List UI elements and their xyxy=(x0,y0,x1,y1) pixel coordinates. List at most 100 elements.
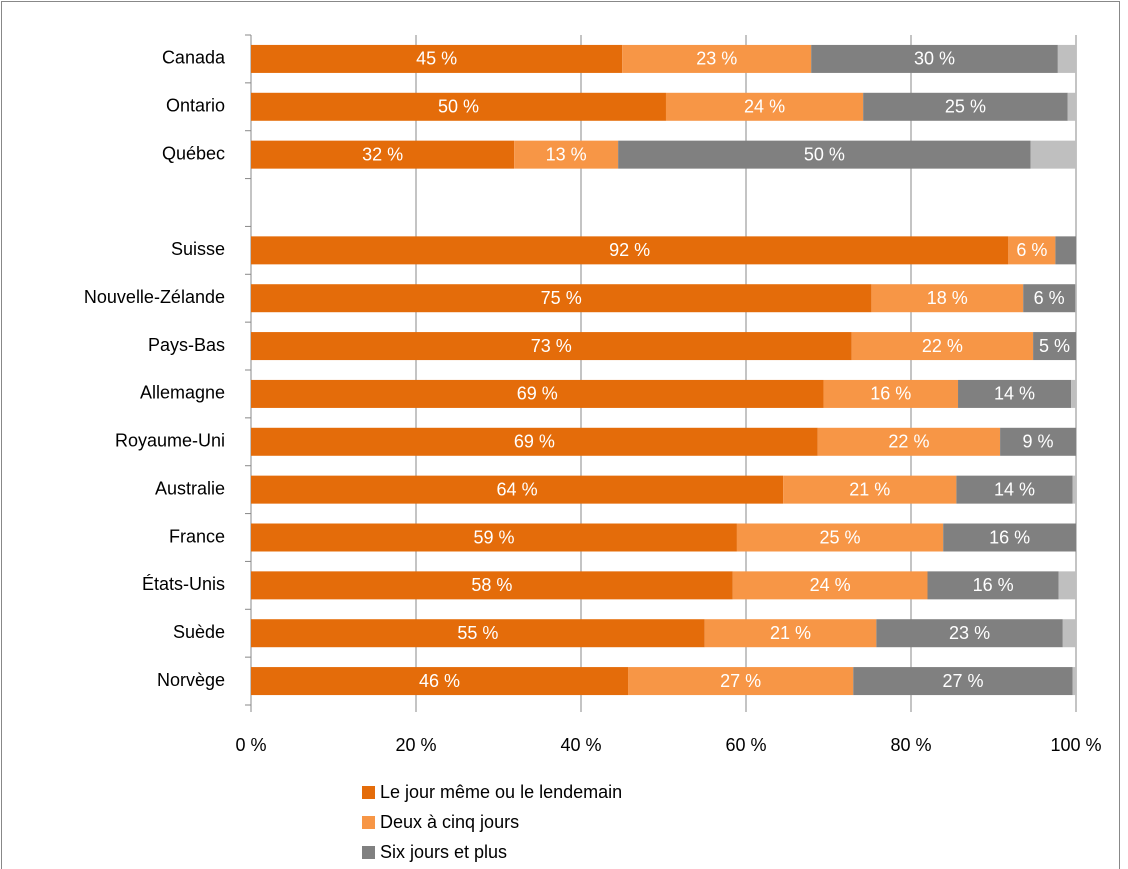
data-label: 69 % xyxy=(514,432,555,452)
y-tick-label: Canada xyxy=(162,48,226,68)
x-tick-label: 20 % xyxy=(395,735,436,755)
data-label: 32 % xyxy=(362,144,403,164)
y-tick-label: Ontario xyxy=(166,96,225,116)
legend-label: Deux à cinq jours xyxy=(380,812,519,832)
y-tick-label: France xyxy=(169,526,225,546)
y-tick-label: États-Unis xyxy=(142,574,225,594)
bar-segment xyxy=(863,92,1068,121)
bar-segment xyxy=(1023,284,1076,313)
bar-segment xyxy=(732,571,928,600)
data-label: 16 % xyxy=(989,527,1030,547)
legend-swatch xyxy=(362,846,375,859)
bar-segment xyxy=(823,379,959,408)
data-label: 58 % xyxy=(471,575,512,595)
bar-segment xyxy=(251,523,737,552)
data-label: 24 % xyxy=(744,97,785,117)
bar-segment xyxy=(956,475,1073,504)
data-label: 6 % xyxy=(1016,240,1047,260)
bar-segment xyxy=(817,427,1001,456)
x-tick-label: 100 % xyxy=(1050,735,1101,755)
bar-segment xyxy=(943,523,1076,552)
legend-swatch xyxy=(362,786,375,799)
data-label: 21 % xyxy=(770,623,811,643)
bar-segment xyxy=(851,332,1034,361)
bar-segment xyxy=(811,44,1058,73)
y-tick-label: Nouvelle-Zélande xyxy=(84,287,225,307)
bar-segment xyxy=(251,427,818,456)
data-label: 92 % xyxy=(609,240,650,260)
data-label: 16 % xyxy=(870,384,911,404)
x-tick-label: 80 % xyxy=(890,735,931,755)
bar-segment xyxy=(251,571,733,600)
bar-segment xyxy=(251,44,623,73)
data-label: 18 % xyxy=(927,288,968,308)
bar-segment xyxy=(736,523,944,552)
bar-segment xyxy=(251,475,784,504)
bar-segment xyxy=(618,140,1031,169)
data-label: 27 % xyxy=(720,671,761,691)
data-label: 46 % xyxy=(419,671,460,691)
bar-segment xyxy=(665,92,864,121)
bar-segment xyxy=(876,619,1063,648)
bar-segment xyxy=(1058,571,1076,600)
bar-segment xyxy=(958,379,1072,408)
bar-segment xyxy=(251,332,852,361)
bar-segment xyxy=(622,44,812,73)
bar-segment xyxy=(871,284,1024,313)
y-tick-label: Suède xyxy=(173,622,225,642)
bar-segment xyxy=(1057,44,1076,73)
data-label: 24 % xyxy=(810,575,851,595)
bar-segment xyxy=(628,667,854,696)
data-label: 5 % xyxy=(1039,336,1070,356)
data-label: 14 % xyxy=(994,384,1035,404)
bar-segment xyxy=(1000,427,1076,456)
data-label: 55 % xyxy=(457,623,498,643)
bar-segment xyxy=(927,571,1059,600)
data-label: 23 % xyxy=(696,49,737,69)
data-label: 59 % xyxy=(473,527,514,547)
bar-segment xyxy=(251,140,515,169)
data-label: 13 % xyxy=(546,144,587,164)
data-label: 9 % xyxy=(1023,432,1054,452)
data-label: 22 % xyxy=(922,336,963,356)
y-tick-label: Pays-Bas xyxy=(148,335,225,355)
data-label: 50 % xyxy=(804,144,845,164)
bar-segment xyxy=(1008,236,1056,265)
bar-segment xyxy=(1072,475,1076,504)
bar-segment xyxy=(783,475,957,504)
data-label: 25 % xyxy=(820,527,861,547)
bar-segment xyxy=(1030,140,1076,169)
data-label: 75 % xyxy=(541,288,582,308)
legend-label: Six jours et plus xyxy=(380,842,507,862)
data-label: 25 % xyxy=(945,97,986,117)
bar-segment xyxy=(1033,332,1076,361)
bar-segment xyxy=(1055,236,1076,265)
data-label: 14 % xyxy=(994,479,1035,499)
data-label: 73 % xyxy=(531,336,572,356)
data-label: 64 % xyxy=(497,479,538,499)
bar-segment xyxy=(704,619,877,648)
data-label: 16 % xyxy=(973,575,1014,595)
bar-segment xyxy=(251,92,666,121)
y-tick-label: Norvège xyxy=(157,670,225,690)
data-label: 21 % xyxy=(849,479,890,499)
data-label: 27 % xyxy=(942,671,983,691)
bar-segment xyxy=(514,140,619,169)
y-tick-label: Royaume-Uni xyxy=(115,431,225,451)
data-label: 69 % xyxy=(517,384,558,404)
x-tick-label: 60 % xyxy=(725,735,766,755)
bar-segment xyxy=(251,284,872,313)
data-label: 45 % xyxy=(416,49,457,69)
data-label: 6 % xyxy=(1034,288,1065,308)
y-tick-label: Allemagne xyxy=(140,383,225,403)
y-tick-label: Suisse xyxy=(171,239,225,259)
bar-segment xyxy=(1072,667,1076,696)
data-label: 23 % xyxy=(949,623,990,643)
bar-segment xyxy=(1071,379,1076,408)
bar-segment xyxy=(853,667,1073,696)
legend-label: Le jour même ou le lendemain xyxy=(380,782,622,802)
bar-segment xyxy=(251,379,824,408)
x-tick-label: 40 % xyxy=(560,735,601,755)
data-label: 50 % xyxy=(438,97,479,117)
